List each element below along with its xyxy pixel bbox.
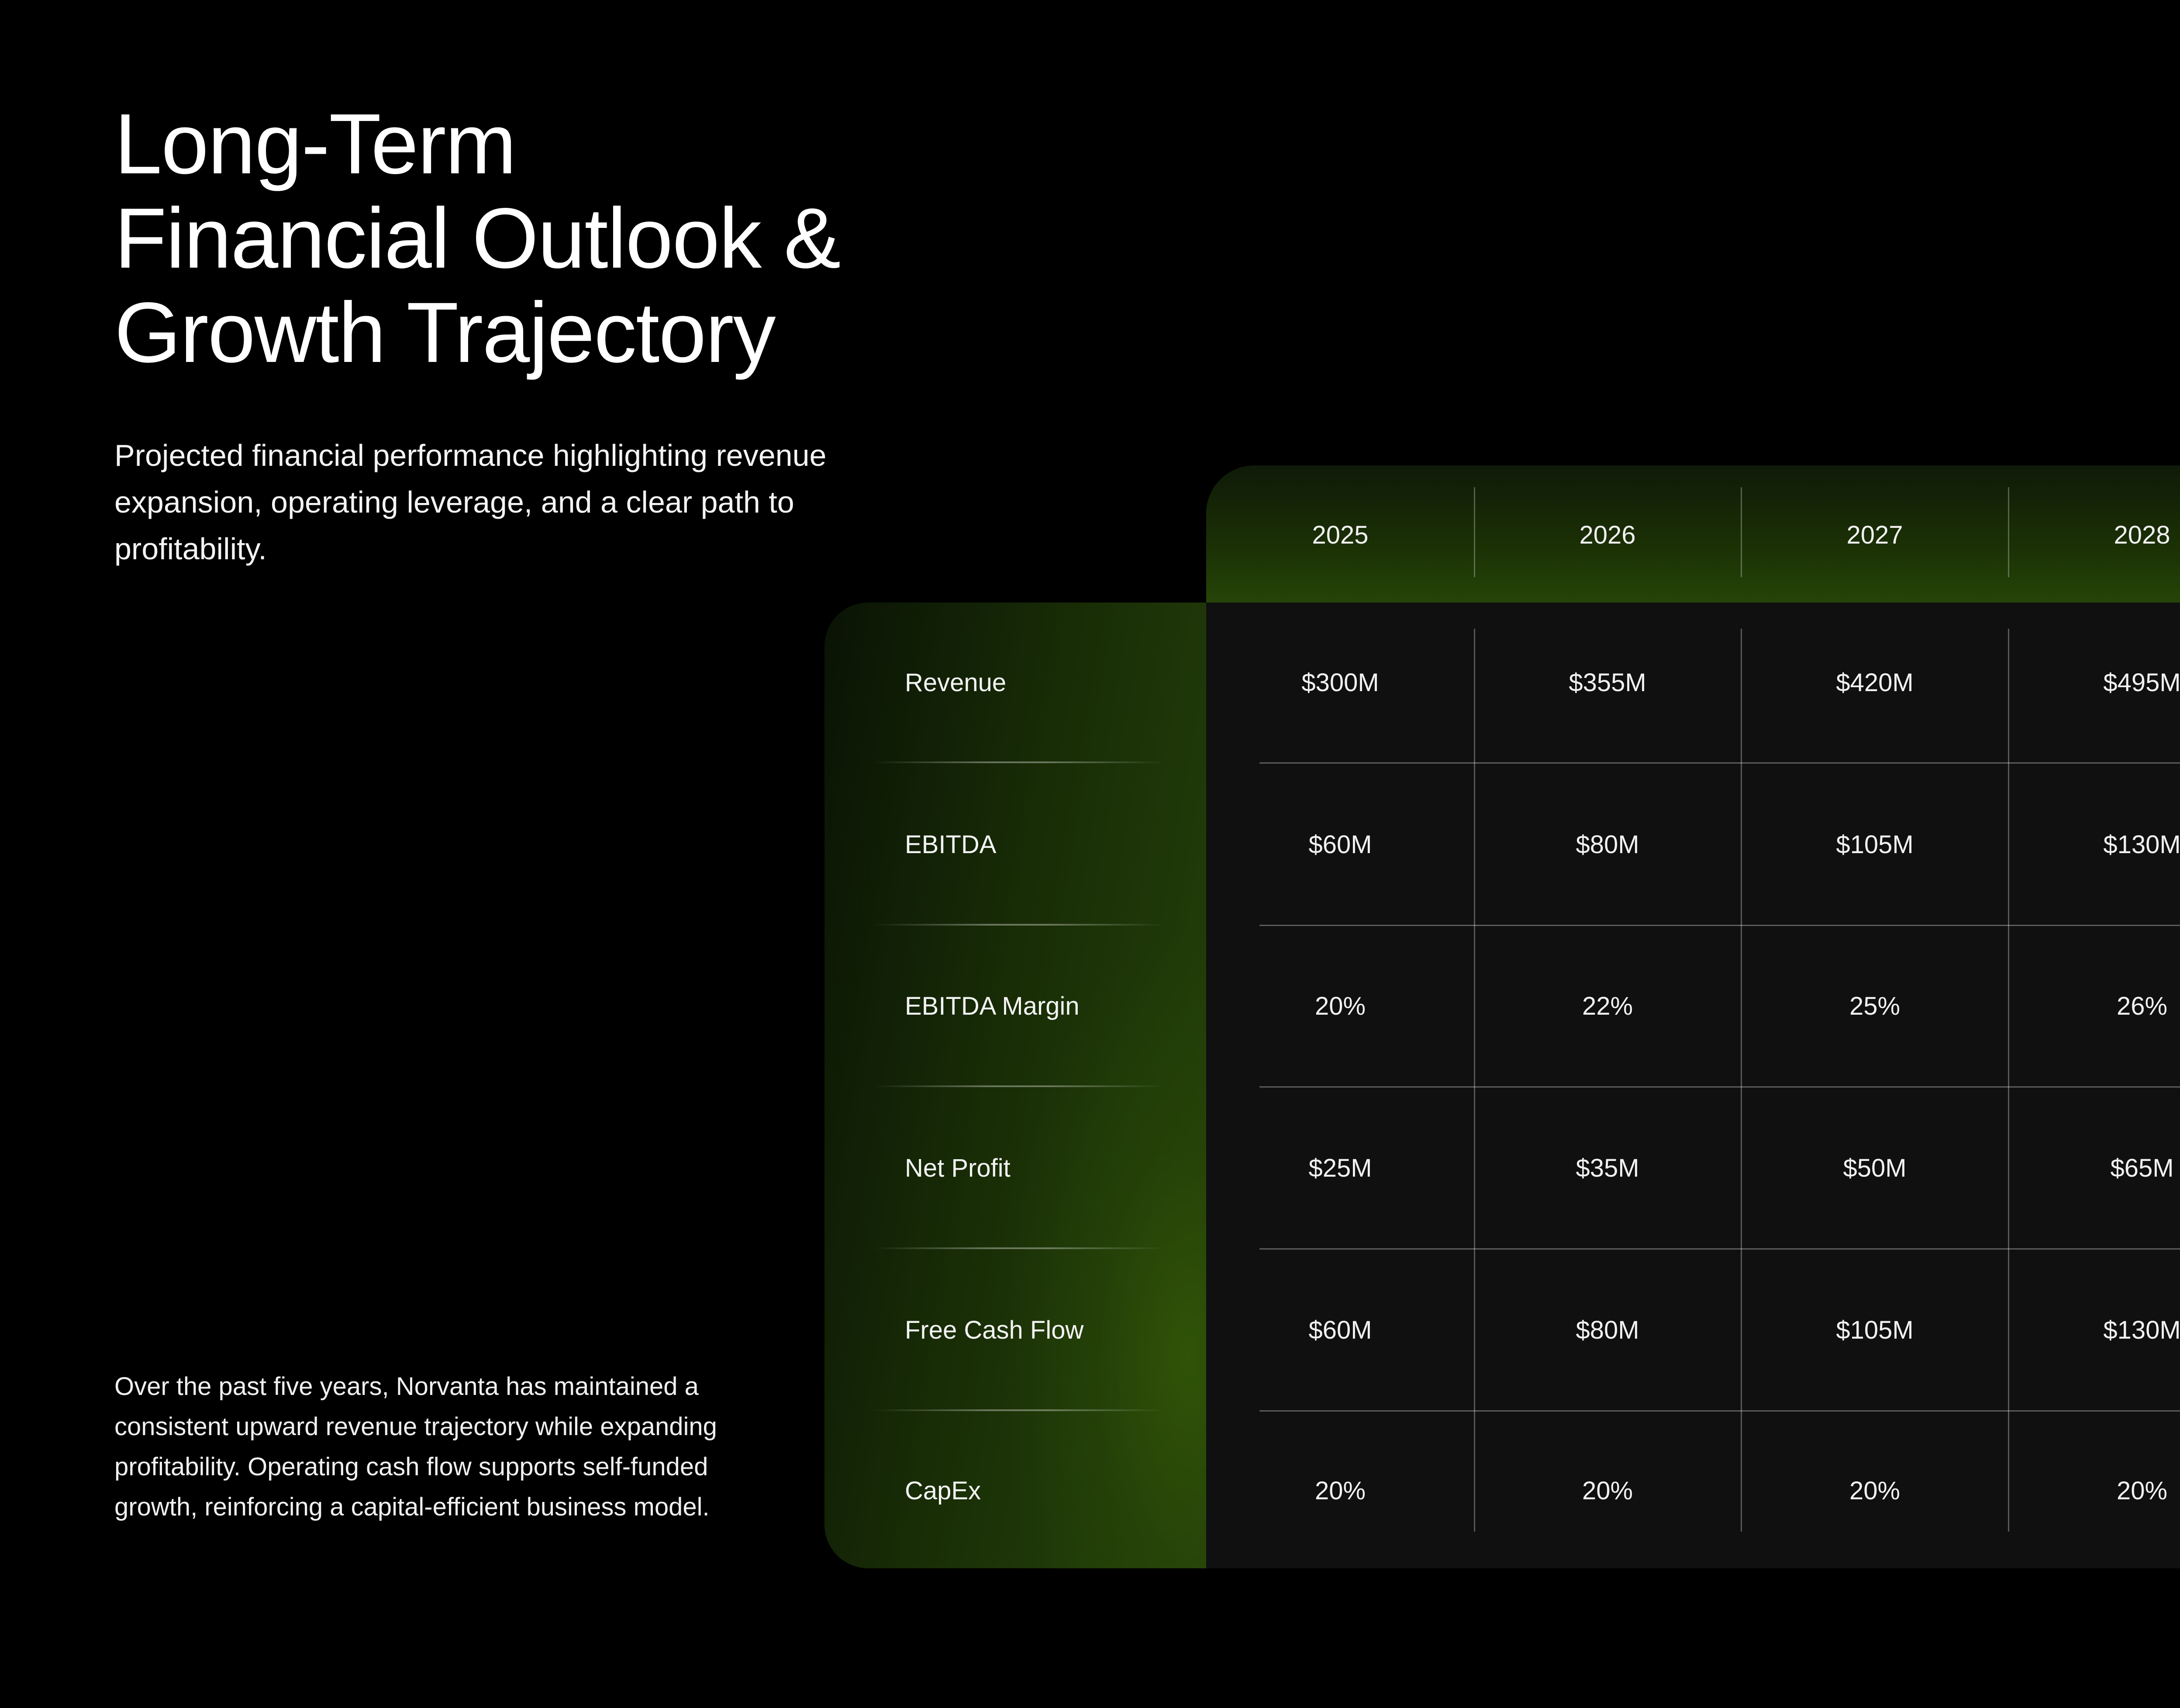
title-line-3: Growth Trajectory (114, 285, 776, 380)
label-divider (873, 1247, 1165, 1249)
column-divider (1741, 629, 1742, 1532)
table-cell: $420M (1836, 668, 1914, 697)
row-divider (1259, 1248, 2180, 1250)
row-label: Revenue (905, 668, 1007, 697)
column-divider (2008, 629, 2009, 1532)
year-header-0: 2025 (1312, 521, 1369, 549)
table-cell: $35M (1576, 1154, 1639, 1182)
page-title: Long-Term Financial Outlook & Growth Tra… (114, 97, 988, 380)
page-subtitle: Projected financial performance highligh… (114, 438, 827, 566)
table-cell: 22% (1582, 992, 1633, 1020)
table-cell: $25M (1308, 1154, 1372, 1182)
table-cell: $80M (1576, 830, 1639, 859)
row-divider (1259, 925, 2180, 926)
table-cell: 20% (1582, 1477, 1633, 1505)
table-cell: 20% (1314, 1477, 1366, 1505)
row-label: Free Cash Flow (905, 1316, 1084, 1344)
year-divider (1741, 487, 1742, 577)
table-cell: $300M (1301, 668, 1379, 697)
row-divider (1259, 762, 2180, 764)
row-label: CapEx (905, 1477, 981, 1505)
table-cell: $50M (1843, 1154, 1907, 1182)
year-header-3: 2028 (2114, 521, 2170, 549)
table-cell: $495M (2103, 668, 2180, 697)
table-cell: $60M (1308, 1316, 1372, 1344)
year-divider (2008, 487, 2009, 577)
title-line-2: Financial Outlook & (114, 190, 841, 286)
table-cell: 20% (1314, 992, 1366, 1020)
body-paragraph: Over the past five years, Norvanta has m… (114, 1372, 717, 1521)
data-grid-panel (1206, 603, 2180, 1568)
label-divider (873, 761, 1165, 763)
table-cell: $130M (2103, 830, 2180, 859)
table-cell: 20% (2116, 1477, 2168, 1505)
table-cell: 26% (2116, 992, 2168, 1020)
table-cell: $105M (1836, 1316, 1914, 1344)
title-line-1: Long-Term (114, 96, 517, 192)
row-label-panel (824, 603, 1207, 1568)
table-cell: $80M (1576, 1316, 1639, 1344)
table-cell: $355M (1569, 668, 1646, 697)
table-cell: $60M (1308, 830, 1372, 859)
row-label: Net Profit (905, 1154, 1011, 1182)
year-header-panel (1206, 465, 2180, 603)
table-cell: 20% (1849, 1477, 1901, 1505)
label-divider (873, 1085, 1165, 1087)
label-divider (873, 924, 1165, 926)
table-cell: $105M (1836, 830, 1914, 859)
year-divider (1474, 487, 1475, 577)
row-divider (1259, 1086, 2180, 1088)
year-header-2: 2027 (1846, 521, 1903, 549)
row-label: EBITDA Margin (905, 992, 1080, 1020)
column-divider (1474, 629, 1475, 1532)
row-label: EBITDA (905, 830, 997, 859)
table-cell: 25% (1849, 992, 1901, 1020)
table-cell: $130M (2103, 1316, 2180, 1344)
label-divider (873, 1409, 1165, 1411)
row-divider (1259, 1410, 2180, 1412)
table-cell: $65M (2110, 1154, 2174, 1182)
year-header-1: 2026 (1579, 521, 1636, 549)
